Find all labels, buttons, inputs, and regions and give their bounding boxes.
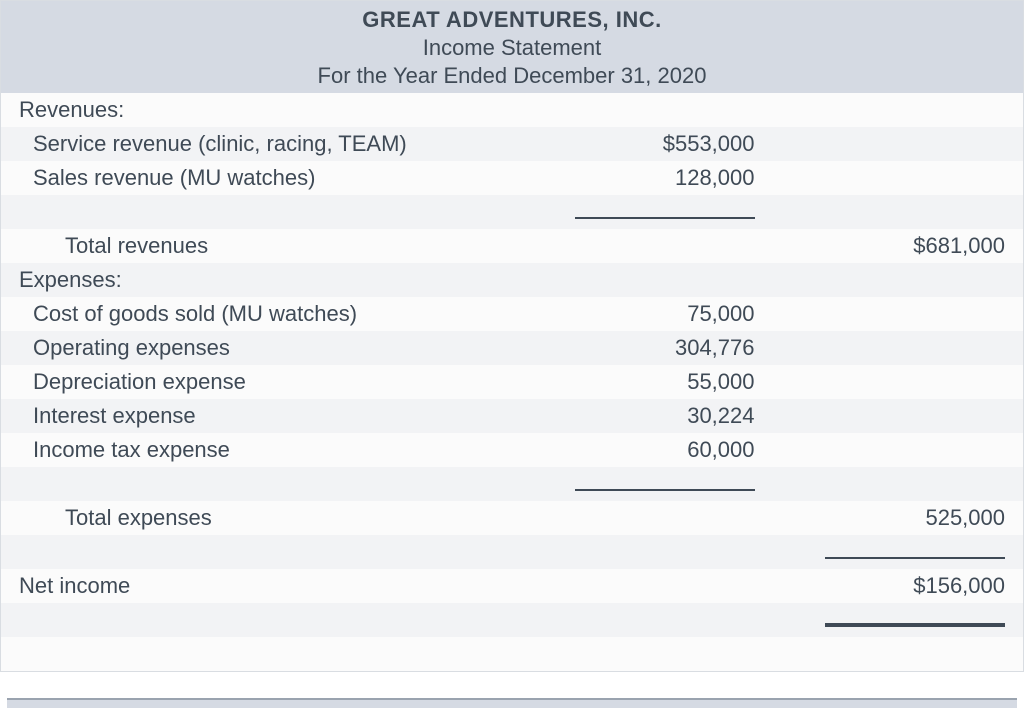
income-statement: GREAT ADVENTURES, INC. Income Statement …: [0, 0, 1024, 672]
line-value: 55,000: [522, 365, 772, 399]
table-row: Expenses:: [1, 263, 1023, 297]
line-label: Sales revenue (MU watches): [1, 161, 522, 195]
table-row: [1, 603, 1023, 637]
total-revenues-label: Total revenues: [1, 229, 522, 263]
table-row: Depreciation expense 55,000: [1, 365, 1023, 399]
table-row: [1, 467, 1023, 501]
line-value: 304,776: [522, 331, 772, 365]
line-label: Cost of goods sold (MU watches): [1, 297, 522, 331]
subtotal-rule: [575, 489, 755, 491]
company-name: GREAT ADVENTURES, INC.: [1, 7, 1023, 33]
line-value: 30,224: [522, 399, 772, 433]
table-row: Total expenses 525,000: [1, 501, 1023, 535]
total-expenses-value: 525,000: [773, 501, 1024, 535]
statement-header: GREAT ADVENTURES, INC. Income Statement …: [1, 1, 1023, 93]
line-value: 128,000: [522, 161, 772, 195]
table-row: Sales revenue (MU watches) 128,000: [1, 161, 1023, 195]
total-single-rule: [825, 557, 1005, 559]
statement-title: Income Statement: [1, 35, 1023, 61]
subtotal-rule: [575, 217, 755, 219]
table-row: Revenues:: [1, 93, 1023, 127]
line-label: Operating expenses: [1, 331, 522, 365]
income-statement-table: Revenues: Service revenue (clinic, racin…: [1, 93, 1023, 671]
line-value: $553,000: [522, 127, 772, 161]
section-label-expenses: Expenses:: [1, 263, 522, 297]
total-expenses-label: Total expenses: [1, 501, 522, 535]
table-row: [1, 195, 1023, 229]
total-revenues-value: $681,000: [773, 229, 1024, 263]
line-label: Interest expense: [1, 399, 522, 433]
table-row: Income tax expense 60,000: [1, 433, 1023, 467]
line-label: Depreciation expense: [1, 365, 522, 399]
table-row: Operating expenses 304,776: [1, 331, 1023, 365]
line-label: Income tax expense: [1, 433, 522, 467]
line-value: 75,000: [522, 297, 772, 331]
section-label-revenues: Revenues:: [1, 93, 522, 127]
table-row: Net income $156,000: [1, 569, 1023, 603]
line-value: 60,000: [522, 433, 772, 467]
table-row: Interest expense 30,224: [1, 399, 1023, 433]
table-row: [1, 535, 1023, 569]
statement-period: For the Year Ended December 31, 2020: [1, 63, 1023, 89]
net-income-value: $156,000: [773, 569, 1024, 603]
table-row: Service revenue (clinic, racing, TEAM) $…: [1, 127, 1023, 161]
table-row: Cost of goods sold (MU watches) 75,000: [1, 297, 1023, 331]
footer-bar: [7, 698, 1017, 708]
total-double-rule: [825, 623, 1005, 627]
table-row: Total revenues $681,000: [1, 229, 1023, 263]
line-label: Service revenue (clinic, racing, TEAM): [1, 127, 522, 161]
table-row: [1, 637, 1023, 671]
net-income-label: Net income: [1, 569, 522, 603]
